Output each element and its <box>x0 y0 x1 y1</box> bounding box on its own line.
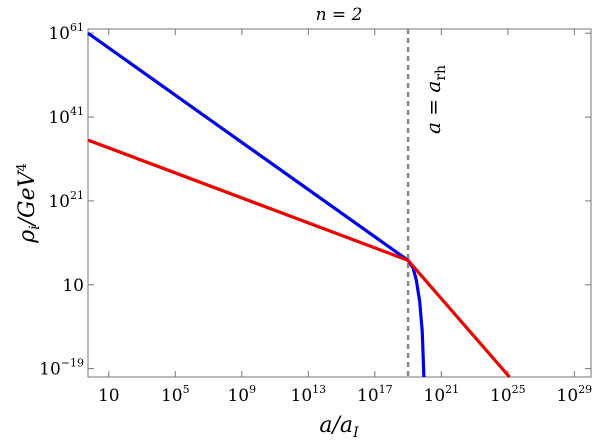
x-axis-label: a/aI <box>319 413 359 440</box>
y-tick-labels: 10−19 10 1021 1041 1061 <box>39 21 84 379</box>
y-tick-label: 1021 <box>48 189 84 212</box>
x-tick-label: 1021 <box>424 383 460 406</box>
y-tick-label: 10 <box>62 276 84 296</box>
y-axis-label: ρi/GeV4 <box>15 163 43 244</box>
series-line-1 <box>87 31 426 378</box>
plot-frame <box>87 28 592 378</box>
x-tick-label: 109 <box>227 383 256 406</box>
x-tick-label: 1029 <box>557 383 592 406</box>
x-tick-label: 105 <box>161 383 190 406</box>
x-tick-label: 1017 <box>357 383 393 406</box>
x-tick-label: 1025 <box>490 383 526 406</box>
x-tick-label: 1013 <box>291 383 327 406</box>
y-tick-label: 1061 <box>48 21 84 44</box>
chart-title: n = 2 <box>316 5 363 25</box>
y-tick-label: 10−19 <box>39 357 84 380</box>
vline-label: a = arh <box>421 65 449 134</box>
series-line-2 <box>87 138 511 379</box>
reheating-label: a = arh <box>421 65 449 134</box>
series-lines <box>87 31 511 379</box>
x-tick-label: 10 <box>98 386 120 406</box>
y-tick-label: 1041 <box>48 105 84 128</box>
x-tick-labels: 10 105 109 1013 1017 1021 1025 1029 <box>98 383 592 406</box>
tick-marks <box>88 29 591 377</box>
